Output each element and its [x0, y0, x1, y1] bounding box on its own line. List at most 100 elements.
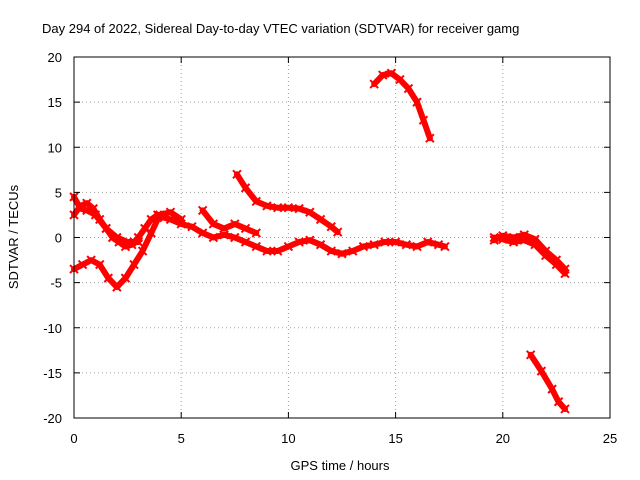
y-axis-label: SDTVAR / TECUs	[6, 184, 21, 289]
x-tick-label: 10	[281, 431, 295, 446]
data-point	[551, 255, 562, 265]
y-tick-label: 15	[48, 95, 62, 110]
data-point	[103, 273, 114, 283]
chart-title: Day 294 of 2022, Sidereal Day-to-day VTE…	[42, 21, 519, 36]
data-point	[240, 223, 251, 234]
data-point	[187, 221, 197, 232]
series-line-track-5	[233, 171, 341, 236]
data-point	[333, 227, 343, 237]
data-point	[386, 68, 397, 78]
y-tick-label: 20	[48, 50, 62, 65]
data-point	[86, 255, 96, 265]
y-tick-label: -10	[43, 321, 62, 336]
data-point	[369, 240, 379, 250]
y-tick-label: 5	[55, 185, 62, 200]
y-tick-label: -20	[43, 411, 62, 426]
data-point	[547, 384, 557, 394]
data-point	[251, 241, 261, 252]
data-point	[326, 246, 336, 256]
data-point	[358, 241, 369, 252]
y-tick-label: 0	[55, 231, 62, 246]
y-tick-label: -15	[43, 366, 62, 381]
data-point	[262, 246, 272, 256]
data-point	[525, 350, 536, 360]
data-point	[337, 249, 347, 259]
data-point	[272, 203, 283, 213]
data-point	[305, 207, 315, 217]
data-point	[283, 203, 294, 213]
x-tick-label: 0	[70, 431, 77, 446]
data-point	[418, 115, 429, 125]
data-point	[294, 237, 304, 247]
data-point	[165, 207, 176, 217]
data-point	[272, 246, 283, 256]
data-point	[423, 237, 433, 247]
x-tick-label: 25	[603, 431, 617, 446]
data-point	[283, 241, 294, 252]
data-point	[560, 264, 570, 274]
data-point	[489, 235, 499, 245]
data-point	[403, 83, 414, 94]
data-point	[519, 230, 529, 240]
data-point	[101, 223, 111, 234]
data-point	[395, 74, 405, 85]
data-point	[240, 237, 251, 247]
data-point	[140, 223, 150, 234]
data-point	[315, 214, 326, 225]
data-point	[390, 237, 401, 247]
data-point	[208, 219, 219, 229]
data-point	[380, 237, 390, 247]
data-point	[155, 210, 165, 220]
data-point	[90, 210, 101, 220]
data-point	[208, 232, 219, 243]
data-point	[315, 240, 326, 250]
data-point	[378, 70, 388, 80]
data-point	[232, 169, 242, 180]
data-point	[230, 232, 240, 243]
data-point	[77, 259, 88, 270]
data-point	[197, 228, 208, 238]
data-point	[369, 79, 379, 89]
x-tick-label: 5	[178, 431, 185, 446]
data-point	[137, 246, 148, 256]
data-point	[75, 203, 86, 214]
data-point	[412, 241, 422, 252]
data-point	[176, 214, 186, 225]
data-point	[251, 196, 261, 207]
data-point	[560, 404, 570, 414]
axis-ticks: 0 5 10 15 20 25 -20 -15 -10 -5 0 5 10 15 20	[43, 50, 617, 446]
data-point	[536, 366, 547, 376]
data-point	[197, 205, 208, 216]
data-point	[440, 241, 450, 252]
data-point	[230, 219, 240, 229]
data-point	[120, 273, 131, 283]
y-tick-label: 10	[48, 140, 62, 155]
x-tick-label: 20	[496, 431, 510, 446]
data-point	[112, 232, 122, 243]
data-point	[553, 397, 564, 407]
data-point	[146, 228, 156, 238]
data-point	[112, 282, 122, 292]
x-tick-label: 15	[388, 431, 402, 446]
data-point	[540, 246, 551, 256]
y-tick-label: -5	[50, 276, 62, 291]
data-point	[508, 232, 519, 243]
data-point	[401, 240, 412, 250]
data-point	[122, 237, 133, 247]
data-point	[425, 133, 435, 143]
data-point	[433, 240, 444, 250]
data-point	[251, 228, 261, 238]
grid-lines	[74, 57, 610, 418]
x-axis-label: GPS time / hours	[291, 458, 390, 473]
data-point	[82, 205, 92, 216]
data-series	[69, 68, 570, 414]
data-point	[262, 201, 272, 211]
data-point	[133, 237, 144, 247]
data-point	[294, 203, 304, 214]
data-point	[348, 246, 358, 256]
data-point	[240, 183, 251, 193]
data-point	[412, 97, 422, 107]
data-point	[129, 259, 139, 270]
data-point	[305, 235, 315, 245]
